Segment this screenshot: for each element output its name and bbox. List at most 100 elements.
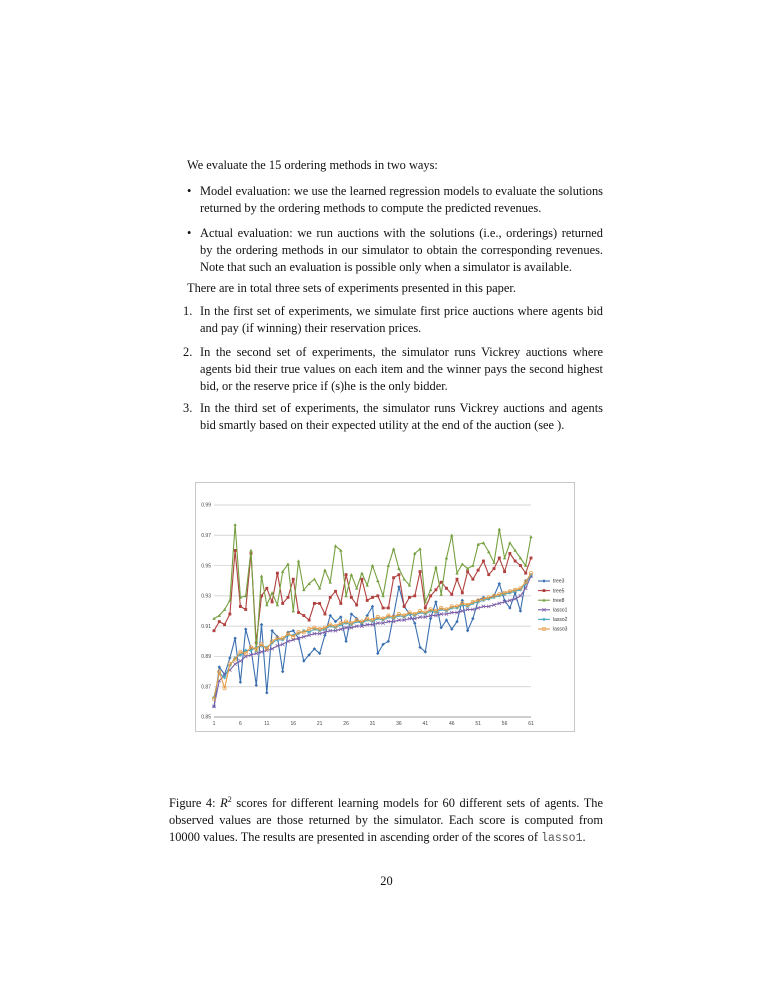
data-point-lasso1 [507,598,512,603]
data-point-tree3 [508,606,512,610]
data-point-lasso3 [396,611,401,617]
data-point-tree8 [249,548,253,552]
legend-marker-tree5 [542,589,546,593]
data-point-tree5 [339,601,343,605]
data-point-lasso1 [370,622,375,627]
data-point-tree3 [349,612,354,616]
data-point-tree5 [418,570,422,574]
data-point-tree5 [450,592,454,596]
data-point-tree5 [270,600,274,604]
caption-text: scores for different learning models for… [169,796,603,845]
data-point-lasso1 [481,604,486,609]
data-point-tree5 [482,559,485,563]
data-point-tree8 [259,574,264,578]
data-point-lasso3 [528,571,534,576]
data-point-tree3 [365,613,369,618]
data-point-lasso1 [323,630,327,635]
data-point-tree5 [397,573,401,577]
data-point-lasso3 [322,625,328,630]
data-point-tree5 [228,612,232,616]
data-point-tree8 [328,580,332,584]
data-point-tree8 [444,556,449,560]
data-point-lasso3 [328,622,333,627]
data-point-lasso3 [349,621,354,626]
numbered-item-2: 2. In the second set of experiments, the… [183,344,603,395]
data-point-tree5 [513,559,517,563]
data-point-lasso1 [402,618,407,623]
data-point-tree8 [344,594,348,598]
data-point-lasso3 [454,604,460,609]
bullet-item-model-evaluation: • Model evaluation: we use the learned r… [187,183,603,217]
data-point-lasso1 [359,624,364,629]
data-point-lasso1 [502,599,507,604]
data-point-lasso1 [444,612,449,616]
data-point-tree5 [529,556,533,560]
data-point-lasso1 [286,639,290,644]
data-point-tree5 [371,595,374,599]
intro-paragraph: We evaluate the 15 ordering methods in t… [187,158,438,172]
data-point-lasso3 [317,627,322,632]
bullet-mark: • [187,184,192,198]
data-point-lasso1 [317,631,322,636]
data-point-lasso1 [423,615,428,620]
r2-line-chart: 0.850.870.890.910.930.950.970.991 6 11 16 21… [201,503,568,727]
data-point-tree5 [508,552,512,555]
data-point-tree8 [365,583,369,587]
data-point-tree3 [270,628,274,633]
data-point-lasso1 [476,606,481,610]
data-point-lasso3 [507,589,512,594]
r2-superscript: 2 [227,795,232,804]
data-point-tree8 [502,556,507,560]
data-point-tree3 [465,628,470,633]
legend-marker-tree3 [542,579,546,583]
data-point-tree3 [238,680,243,684]
data-point-lasso3 [285,631,291,636]
data-point-tree8 [244,594,248,598]
data-point-tree8 [238,595,243,599]
data-point-lasso1 [233,662,238,666]
data-point-lasso2 [249,648,253,653]
data-point-tree5 [365,598,369,602]
data-point-tree8 [471,563,475,567]
bullet-mark: • [187,226,192,240]
data-point-tree3 [471,616,475,621]
data-point-lasso3 [381,616,386,621]
data-point-tree3 [244,627,248,631]
y-tick-label: 0.91 [201,624,211,630]
data-point-tree8 [291,609,295,613]
data-point-lasso1 [412,616,417,621]
data-point-lasso3 [423,610,428,615]
data-point-lasso1 [497,601,502,606]
data-point-tree8 [270,591,274,595]
data-point-tree5 [275,571,279,575]
data-point-lasso3 [354,618,359,623]
data-point-tree8 [434,565,438,569]
data-point-tree5 [423,606,427,610]
experiment-sets-intro: There are in total three sets of experim… [187,281,516,295]
data-point-tree5 [297,611,300,614]
x-tick-label: 46 [449,721,455,727]
data-point-tree3 [428,616,433,621]
data-point-tree5 [408,595,411,599]
legend-label-lasso3: lasso3 [553,627,568,633]
x-tick-label: 21 [317,721,323,727]
data-point-tree8 [497,527,501,531]
data-point-tree8 [529,535,533,539]
data-point-tree5 [434,588,438,592]
data-point-lasso1 [433,613,438,618]
data-point-tree8 [508,541,512,545]
data-point-lasso1 [365,622,370,627]
data-point-tree3 [280,669,285,674]
data-point-lasso1 [418,615,422,620]
data-point-tree8 [407,583,412,587]
data-point-tree5 [307,618,311,622]
data-point-tree3 [434,600,438,604]
y-tick-label: 0.85 [201,715,211,721]
y-tick-label: 0.87 [201,684,211,690]
data-point-tree3 [370,604,375,609]
data-point-tree5 [217,620,221,624]
data-point-tree5 [439,580,443,584]
data-point-lasso1 [259,649,264,654]
data-point-tree5 [328,595,332,599]
legend-label-tree5: tree5 [553,588,565,594]
